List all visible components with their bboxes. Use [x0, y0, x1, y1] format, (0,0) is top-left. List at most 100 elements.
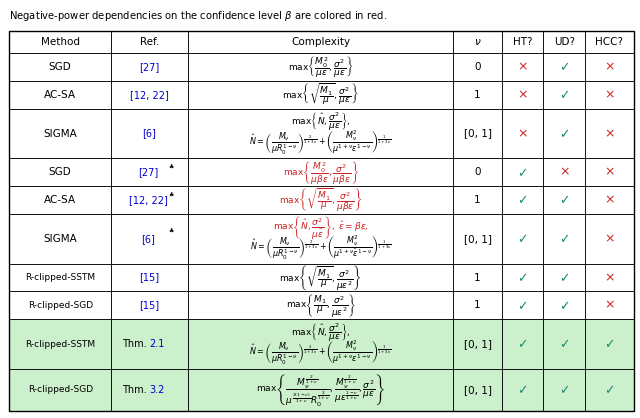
Bar	[188, 264, 453, 291]
Text: 1: 1	[474, 195, 481, 205]
Text: $\times$: $\times$	[604, 194, 614, 206]
Bar	[453, 186, 502, 214]
Text: [27]: [27]	[140, 62, 159, 72]
Text: $\max\left\{\sqrt{\dfrac{M_1}{\mu}},\dfrac{\sigma^2}{\mu\varepsilon}\right\}$: $\max\left\{\sqrt{\dfrac{M_1}{\mu}},\dfr…	[282, 82, 359, 108]
Text: 3.2: 3.2	[150, 385, 165, 395]
Bar	[502, 81, 543, 109]
Bar	[502, 319, 543, 369]
Bar	[188, 214, 453, 264]
Text: $\max\left\{\hat{N},\dfrac{\sigma^2}{\mu\varepsilon}\right\},$: $\max\left\{\hat{N},\dfrac{\sigma^2}{\mu…	[291, 321, 351, 344]
Bar	[111, 319, 188, 369]
Text: $\max\left\{\dfrac{M_0^2}{\mu\beta\varepsilon},\dfrac{\sigma^2}{\mu\beta\varepsi: $\max\left\{\dfrac{M_0^2}{\mu\beta\varep…	[283, 159, 358, 186]
Text: AC-SA: AC-SA	[44, 90, 76, 100]
Bar	[10, 53, 111, 81]
Bar	[111, 158, 188, 186]
Text: Negative-power dependencies on the confidence level $\beta$ are colored in red.: Negative-power dependencies on the confi…	[10, 9, 387, 23]
Bar	[111, 186, 188, 214]
Bar	[543, 319, 585, 369]
Text: $\hat{N}=\left(\dfrac{M_\nu}{\mu R_0^{1-\nu}}\right)^{\frac{2}{1+3\nu}}+\left(\d: $\hat{N}=\left(\dfrac{M_\nu}{\mu R_0^{1-…	[250, 339, 392, 367]
Text: Ref.: Ref.	[140, 37, 159, 47]
Bar	[585, 291, 634, 319]
Text: R-clipped-SGD: R-clipped-SGD	[28, 385, 93, 394]
Bar	[453, 369, 502, 410]
Text: $\times$: $\times$	[604, 88, 614, 101]
Bar	[111, 81, 188, 109]
Bar	[543, 81, 585, 109]
Text: $\checkmark$: $\checkmark$	[604, 383, 614, 396]
Bar	[10, 291, 111, 319]
Bar	[502, 214, 543, 264]
Bar	[453, 81, 502, 109]
Text: $\checkmark$: $\checkmark$	[559, 61, 570, 74]
Text: $\times$: $\times$	[559, 166, 570, 179]
Text: $\max\left\{\dfrac{M_0^2}{\mu\varepsilon},\dfrac{\sigma^2}{\mu\varepsilon}\right: $\max\left\{\dfrac{M_0^2}{\mu\varepsilon…	[288, 54, 353, 79]
Bar	[453, 109, 502, 158]
Bar	[10, 214, 111, 264]
Bar	[585, 319, 634, 369]
Bar	[502, 264, 543, 291]
Text: [15]: [15]	[140, 301, 159, 310]
Text: HT?: HT?	[513, 37, 532, 47]
Text: $^\clubsuit$: $^\clubsuit$	[168, 229, 174, 238]
Text: [27]: [27]	[138, 167, 159, 177]
Bar	[585, 158, 634, 186]
Text: [12, 22]: [12, 22]	[130, 90, 169, 100]
Text: $\hat{N}=\left(\dfrac{M_\nu}{\mu R_0^{1-\nu}}\right)^{\frac{2}{1+3\nu}}+\left(\d: $\hat{N}=\left(\dfrac{M_\nu}{\mu R_0^{1-…	[250, 234, 392, 262]
Bar	[543, 109, 585, 158]
Text: $\max\left\{\hat{N},\dfrac{\sigma^2}{\mu\varepsilon}\right\},$: $\max\left\{\hat{N},\dfrac{\sigma^2}{\mu…	[291, 111, 351, 133]
Text: Complexity: Complexity	[291, 37, 350, 47]
Bar	[111, 291, 188, 319]
Text: 2.1: 2.1	[150, 339, 165, 349]
Bar	[10, 186, 111, 214]
Bar	[453, 319, 502, 369]
Bar	[585, 81, 634, 109]
Bar	[543, 158, 585, 186]
Bar	[10, 81, 111, 109]
Text: SGD: SGD	[49, 62, 72, 72]
Text: 0: 0	[474, 167, 481, 177]
Bar	[543, 53, 585, 81]
Bar	[543, 186, 585, 214]
Text: $\times$: $\times$	[517, 61, 528, 74]
Text: $\checkmark$: $\checkmark$	[559, 383, 570, 396]
Text: $\times$: $\times$	[604, 232, 614, 245]
Bar	[502, 53, 543, 81]
Text: $\max\left\{\sqrt{\dfrac{M_1}{\mu}},\dfrac{\sigma^2}{\mu\varepsilon^2}\right\}$: $\max\left\{\sqrt{\dfrac{M_1}{\mu}},\dfr…	[279, 263, 362, 293]
Text: $\checkmark$: $\checkmark$	[518, 194, 528, 206]
Bar	[10, 369, 111, 410]
Bar	[111, 53, 188, 81]
Text: SIGMA: SIGMA	[44, 234, 77, 244]
Text: $\checkmark$: $\checkmark$	[518, 299, 528, 312]
Text: $\nu$: $\nu$	[474, 37, 481, 47]
Text: $\checkmark$: $\checkmark$	[518, 166, 528, 179]
Text: $\times$: $\times$	[604, 61, 614, 74]
Bar	[10, 31, 111, 53]
Text: $\checkmark$: $\checkmark$	[559, 232, 570, 245]
Bar	[188, 291, 453, 319]
Bar	[188, 31, 453, 53]
Bar	[453, 214, 502, 264]
Bar	[111, 214, 188, 264]
Bar	[10, 109, 111, 158]
Bar	[111, 109, 188, 158]
Text: $\checkmark$: $\checkmark$	[604, 338, 614, 351]
Bar	[502, 291, 543, 319]
Bar	[453, 264, 502, 291]
Text: HCC?: HCC?	[595, 37, 623, 47]
Text: 1: 1	[474, 90, 481, 100]
Bar	[502, 109, 543, 158]
Bar	[543, 369, 585, 410]
Text: $\max\left\{\sqrt{\dfrac{M_1}{\mu}},\dfrac{\sigma^2}{\mu\beta\varepsilon}\right\: $\max\left\{\sqrt{\dfrac{M_1}{\mu}},\dfr…	[278, 186, 362, 214]
Bar	[453, 53, 502, 81]
Bar	[111, 369, 188, 410]
Text: [0, 1]: [0, 1]	[463, 339, 492, 349]
Text: $\checkmark$: $\checkmark$	[559, 127, 570, 140]
Bar	[502, 186, 543, 214]
Bar	[585, 109, 634, 158]
Bar	[10, 158, 111, 186]
Text: $\max\left\{\dfrac{M_\nu^{\frac{2}{1+\nu}}}{\mu^{\frac{2(1-\nu)}{1+\nu}}R_0^{\fr: $\max\left\{\dfrac{M_\nu^{\frac{2}{1+\nu…	[256, 372, 385, 408]
Bar	[502, 158, 543, 186]
Text: UD?: UD?	[554, 37, 575, 47]
Bar	[543, 264, 585, 291]
Bar	[188, 53, 453, 81]
